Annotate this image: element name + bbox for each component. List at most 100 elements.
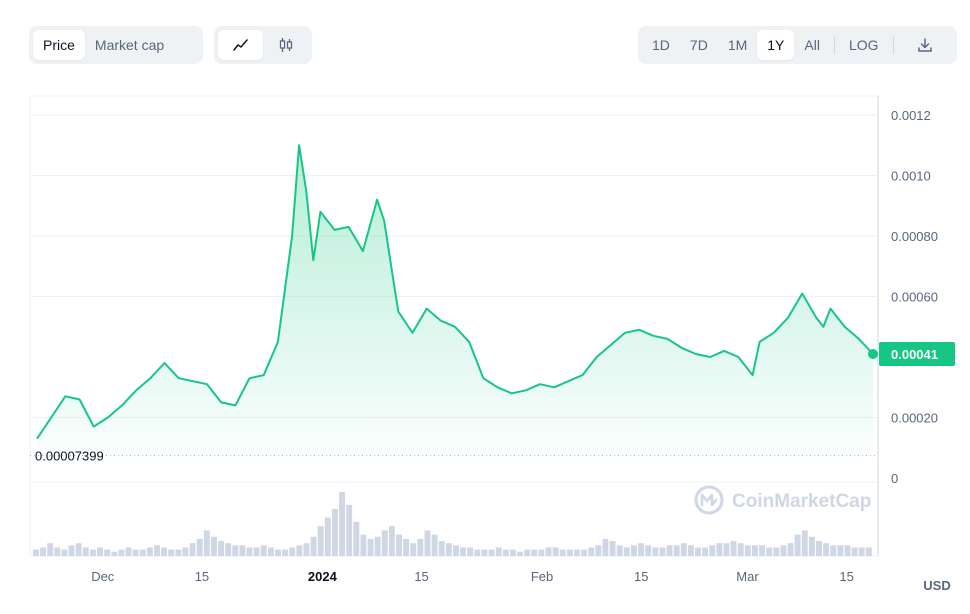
last-price-dot[interactable] <box>868 348 878 359</box>
volume-bar <box>68 545 75 556</box>
volume-bar <box>531 549 538 556</box>
tab-price[interactable]: Price <box>33 30 85 60</box>
volume-bar <box>353 521 360 556</box>
x-tick-label: 15 <box>195 569 209 584</box>
volume-bar <box>595 545 602 556</box>
volume-bar <box>331 509 338 556</box>
volume-bar <box>716 543 723 556</box>
volume-bar <box>40 547 47 556</box>
volume-bar <box>794 534 801 556</box>
volume-bar <box>89 549 96 556</box>
volume-bar <box>780 545 787 556</box>
volume-bar <box>339 492 346 556</box>
volume-bar <box>545 547 552 556</box>
volume-bar <box>203 530 210 556</box>
divider <box>892 36 894 54</box>
volume-bar <box>438 541 445 556</box>
volume-bar <box>296 545 303 556</box>
volume-bar <box>267 547 274 556</box>
log-scale-button[interactable]: LOG <box>848 37 879 53</box>
volume-bar <box>246 547 253 556</box>
volume-bar <box>659 547 666 556</box>
volume-bar <box>61 549 68 556</box>
volume-bar <box>118 549 125 556</box>
volume-bar <box>367 538 374 556</box>
volume-bar <box>787 543 794 556</box>
volume-bar <box>808 536 815 556</box>
volume-bar <box>630 545 637 556</box>
volume-bar <box>502 549 509 556</box>
volume-bar <box>588 547 595 556</box>
watermark-text: CoinMarketCap <box>732 491 871 512</box>
range-1y[interactable]: 1Y <box>757 30 795 60</box>
volume-bar <box>239 545 246 556</box>
volume-bar <box>47 543 54 556</box>
volume-bar <box>210 536 217 556</box>
y-tick-label: 0.00060 <box>891 290 938 305</box>
volume-bar <box>317 526 324 556</box>
download-icon <box>917 38 932 52</box>
volume-bar <box>310 536 317 556</box>
volume-bar <box>346 504 353 556</box>
volume-bar <box>381 530 388 556</box>
range-all[interactable]: All <box>804 37 820 53</box>
candlestick-button[interactable] <box>263 30 308 60</box>
volume-bar <box>289 547 296 556</box>
line-chart-button[interactable] <box>218 30 263 60</box>
volume-bar <box>75 543 82 556</box>
range-1m[interactable]: 1M <box>727 37 748 53</box>
volume-bar <box>360 534 367 556</box>
volume-bar <box>260 545 267 556</box>
time-range-tabs: 1D 7D 1M 1Y All LOG <box>638 26 957 64</box>
volume-bar <box>218 541 225 556</box>
volume-bar <box>844 545 851 556</box>
volume-bar <box>559 549 566 556</box>
y-tick-label: 0.00020 <box>891 411 938 426</box>
x-tick-label: 15 <box>634 569 648 584</box>
volume-bar <box>33 549 39 556</box>
chart-style-toggle <box>214 26 312 64</box>
y-tick-label: 0.0012 <box>891 108 931 123</box>
volume-bar <box>865 547 872 556</box>
volume-bar <box>453 545 459 556</box>
volume-bar <box>702 547 709 556</box>
volume-bar <box>445 543 452 556</box>
volume-bar <box>97 547 103 556</box>
volume-bar <box>517 551 523 556</box>
range-7d[interactable]: 7D <box>689 37 708 53</box>
candlestick-icon <box>279 38 292 52</box>
volume-bar <box>509 549 516 556</box>
volume-bar <box>730 541 737 556</box>
volume-bar <box>538 549 545 556</box>
volume-bar <box>709 545 716 556</box>
volume-bar <box>581 549 588 556</box>
volume-bar <box>232 545 239 556</box>
x-tick-label: Dec <box>91 569 115 584</box>
price-line[interactable] <box>36 144 874 440</box>
volume-bar <box>104 549 111 556</box>
download-button[interactable] <box>898 30 952 60</box>
y-tick-label: 0.0010 <box>891 169 931 184</box>
volume-bar <box>253 547 260 556</box>
y-tick-label: 0.00080 <box>891 229 938 244</box>
volume-bar <box>161 547 168 556</box>
volume-bar <box>324 517 331 556</box>
volume-bar <box>111 551 118 556</box>
range-1d[interactable]: 1D <box>652 37 670 53</box>
line-chart-icon <box>232 39 248 51</box>
volume-bar <box>168 549 175 556</box>
volume-bar <box>374 536 381 556</box>
volume-bar <box>225 543 232 556</box>
volume-bar <box>132 549 139 556</box>
tab-market-cap[interactable]: Market cap <box>94 37 165 53</box>
volume-bar <box>481 549 488 556</box>
last-price-badge <box>879 341 955 366</box>
last-price-label: 0.00041 <box>891 347 938 362</box>
volume-bar <box>524 549 531 556</box>
volume-bar <box>552 547 559 556</box>
volume-bar <box>154 545 160 556</box>
volume-bar <box>602 538 609 556</box>
volume-bar <box>396 534 402 556</box>
volume-bar <box>474 549 481 556</box>
x-tick-label: Feb <box>531 569 553 584</box>
